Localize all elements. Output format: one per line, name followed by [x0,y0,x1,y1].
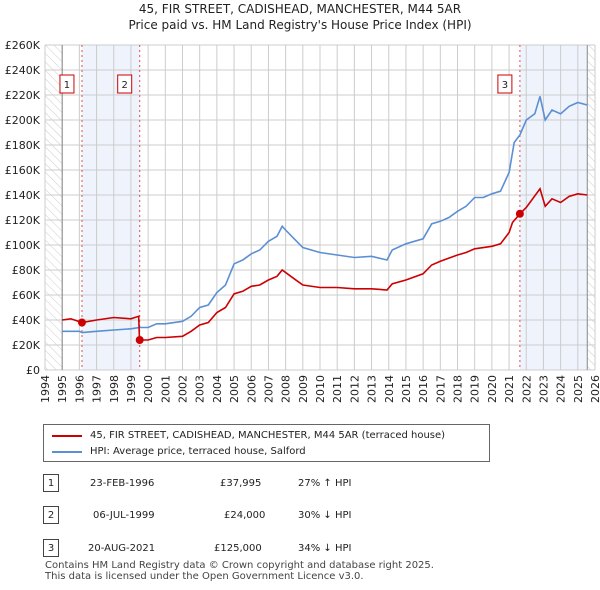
sale-date: 23-FEB-1996 [90,478,155,489]
x-tick-label: 1994 [39,375,52,403]
x-tick-label: 1995 [56,375,69,403]
legend: 45, FIR STREET, CADISHEAD, MANCHESTER, M… [43,424,490,462]
x-tick-label: 2021 [503,375,516,403]
sale-label: 2 [122,80,128,91]
sale-point [77,318,86,327]
x-tick-label: 2013 [366,375,379,403]
y-tick-label: £240K [5,64,41,77]
shaded-period [519,45,588,370]
sale-label-box [117,74,133,94]
sale-date: 20-AUG-2021 [88,543,156,554]
y-tick-label: £20K [12,339,41,352]
x-tick-label: 2024 [555,375,568,403]
sale-label: 3 [502,80,508,91]
x-tick-label: 2019 [469,375,482,403]
legend-swatch [52,450,82,453]
x-tick-label: 2011 [331,375,344,403]
y-tick-label: £160K [5,164,41,177]
y-tick-label: £0 [26,364,40,377]
chart-subtitle: Price paid vs. HM Land Registry's House … [128,18,472,32]
x-tick-label: 2001 [159,375,172,403]
y-tick-label: £220K [5,89,41,102]
shaded-period [81,45,140,370]
x-tick-label: 2006 [245,375,258,403]
x-tick-label: 2025 [572,375,585,403]
hatched-no-data [587,45,595,370]
y-tick-label: £180K [5,139,41,152]
x-tick-label: 2014 [383,375,396,403]
x-tick-label: 2004 [211,375,224,403]
legend-swatch [52,434,82,437]
x-tick-label: 2015 [400,375,413,403]
x-tick-label: 2023 [537,375,550,403]
sale-point [135,336,144,344]
x-tick-label: 2017 [434,375,447,403]
price-chart: 1994 1995 1996 1997 1998 1999 2000 2001 2002 2003… [5,39,600,403]
table-row: 2 06-JUL-1999 £24,000 30% ↓ HPI [0,506,600,526]
y-tick-label: £200K [5,114,41,127]
y-tick-label: £60K [12,289,41,302]
x-tick-label: 2002 [177,375,190,403]
x-tick-label: 2008 [280,375,293,403]
y-tick-label: £40K [12,314,41,327]
y-tick-label: £140K [5,189,41,202]
x-tick-label: 1998 [108,375,121,403]
sale-number: 1 [43,474,59,492]
y-tick-label: £100K [5,239,41,252]
sale-label-box [59,74,75,94]
sale-number: 2 [43,506,59,524]
legend-label: HPI: Average price, terraced house, Salf… [90,446,306,457]
legend-item-hpi: HPI: Average price, terraced house, Salf… [52,446,306,457]
x-tick-label: 2000 [142,375,155,403]
footer-licence: This data is licensed under the Open Gov… [45,571,364,582]
sale-price: £24,000 [224,510,266,521]
sale-price: £37,995 [220,478,262,489]
x-tick-label: 2022 [520,375,533,403]
x-tick-label: 2007 [262,375,275,403]
table-row: 1 23-FEB-1996 £37,995 27% ↑ HPI [0,474,600,494]
x-tick-label: 2018 [452,375,465,403]
sale-label-box [497,74,513,94]
sale-price: £125,000 [214,543,262,554]
legend-item-property: 45, FIR STREET, CADISHEAD, MANCHESTER, M… [52,430,445,441]
x-tick-label: 2003 [194,375,207,403]
sale-hpi: 27% ↑ HPI [298,478,352,489]
x-tick-label: 2026 [589,375,600,403]
x-tick-label: 2016 [417,375,430,403]
x-tick-label: 1996 [73,375,86,403]
table-row: 3 20-AUG-2021 £125,000 34% ↓ HPI [0,539,600,559]
legend-label: 45, FIR STREET, CADISHEAD, MANCHESTER, M… [90,430,446,441]
y-tick-label: £260K [5,39,41,52]
sale-point [515,209,524,218]
sale-number: 3 [43,539,59,557]
x-tick-label: 2020 [486,375,499,403]
x-tick-label: 1999 [125,375,138,403]
chart-title: 45, FIR STREET, CADISHEAD, MANCHESTER, M… [138,2,462,16]
x-tick-label: 2009 [297,375,310,403]
sale-hpi: 34% ↓ HPI [298,543,352,554]
x-tick-label: 2012 [348,375,361,403]
sale-date: 06-JUL-1999 [93,510,155,521]
footer-copyright: Contains HM Land Registry data © Crown c… [45,560,434,571]
sale-label: 1 [64,80,70,91]
x-tick-label: 2005 [228,375,241,403]
sale-hpi: 30% ↓ HPI [298,510,352,521]
x-tick-label: 1997 [91,375,104,403]
hpi-line [62,96,588,334]
y-tick-label: £80K [12,264,41,277]
hatched-no-data [45,45,63,370]
x-tick-label: 2010 [314,375,327,403]
y-tick-label: £120K [5,214,41,227]
property-price-line [62,187,588,341]
